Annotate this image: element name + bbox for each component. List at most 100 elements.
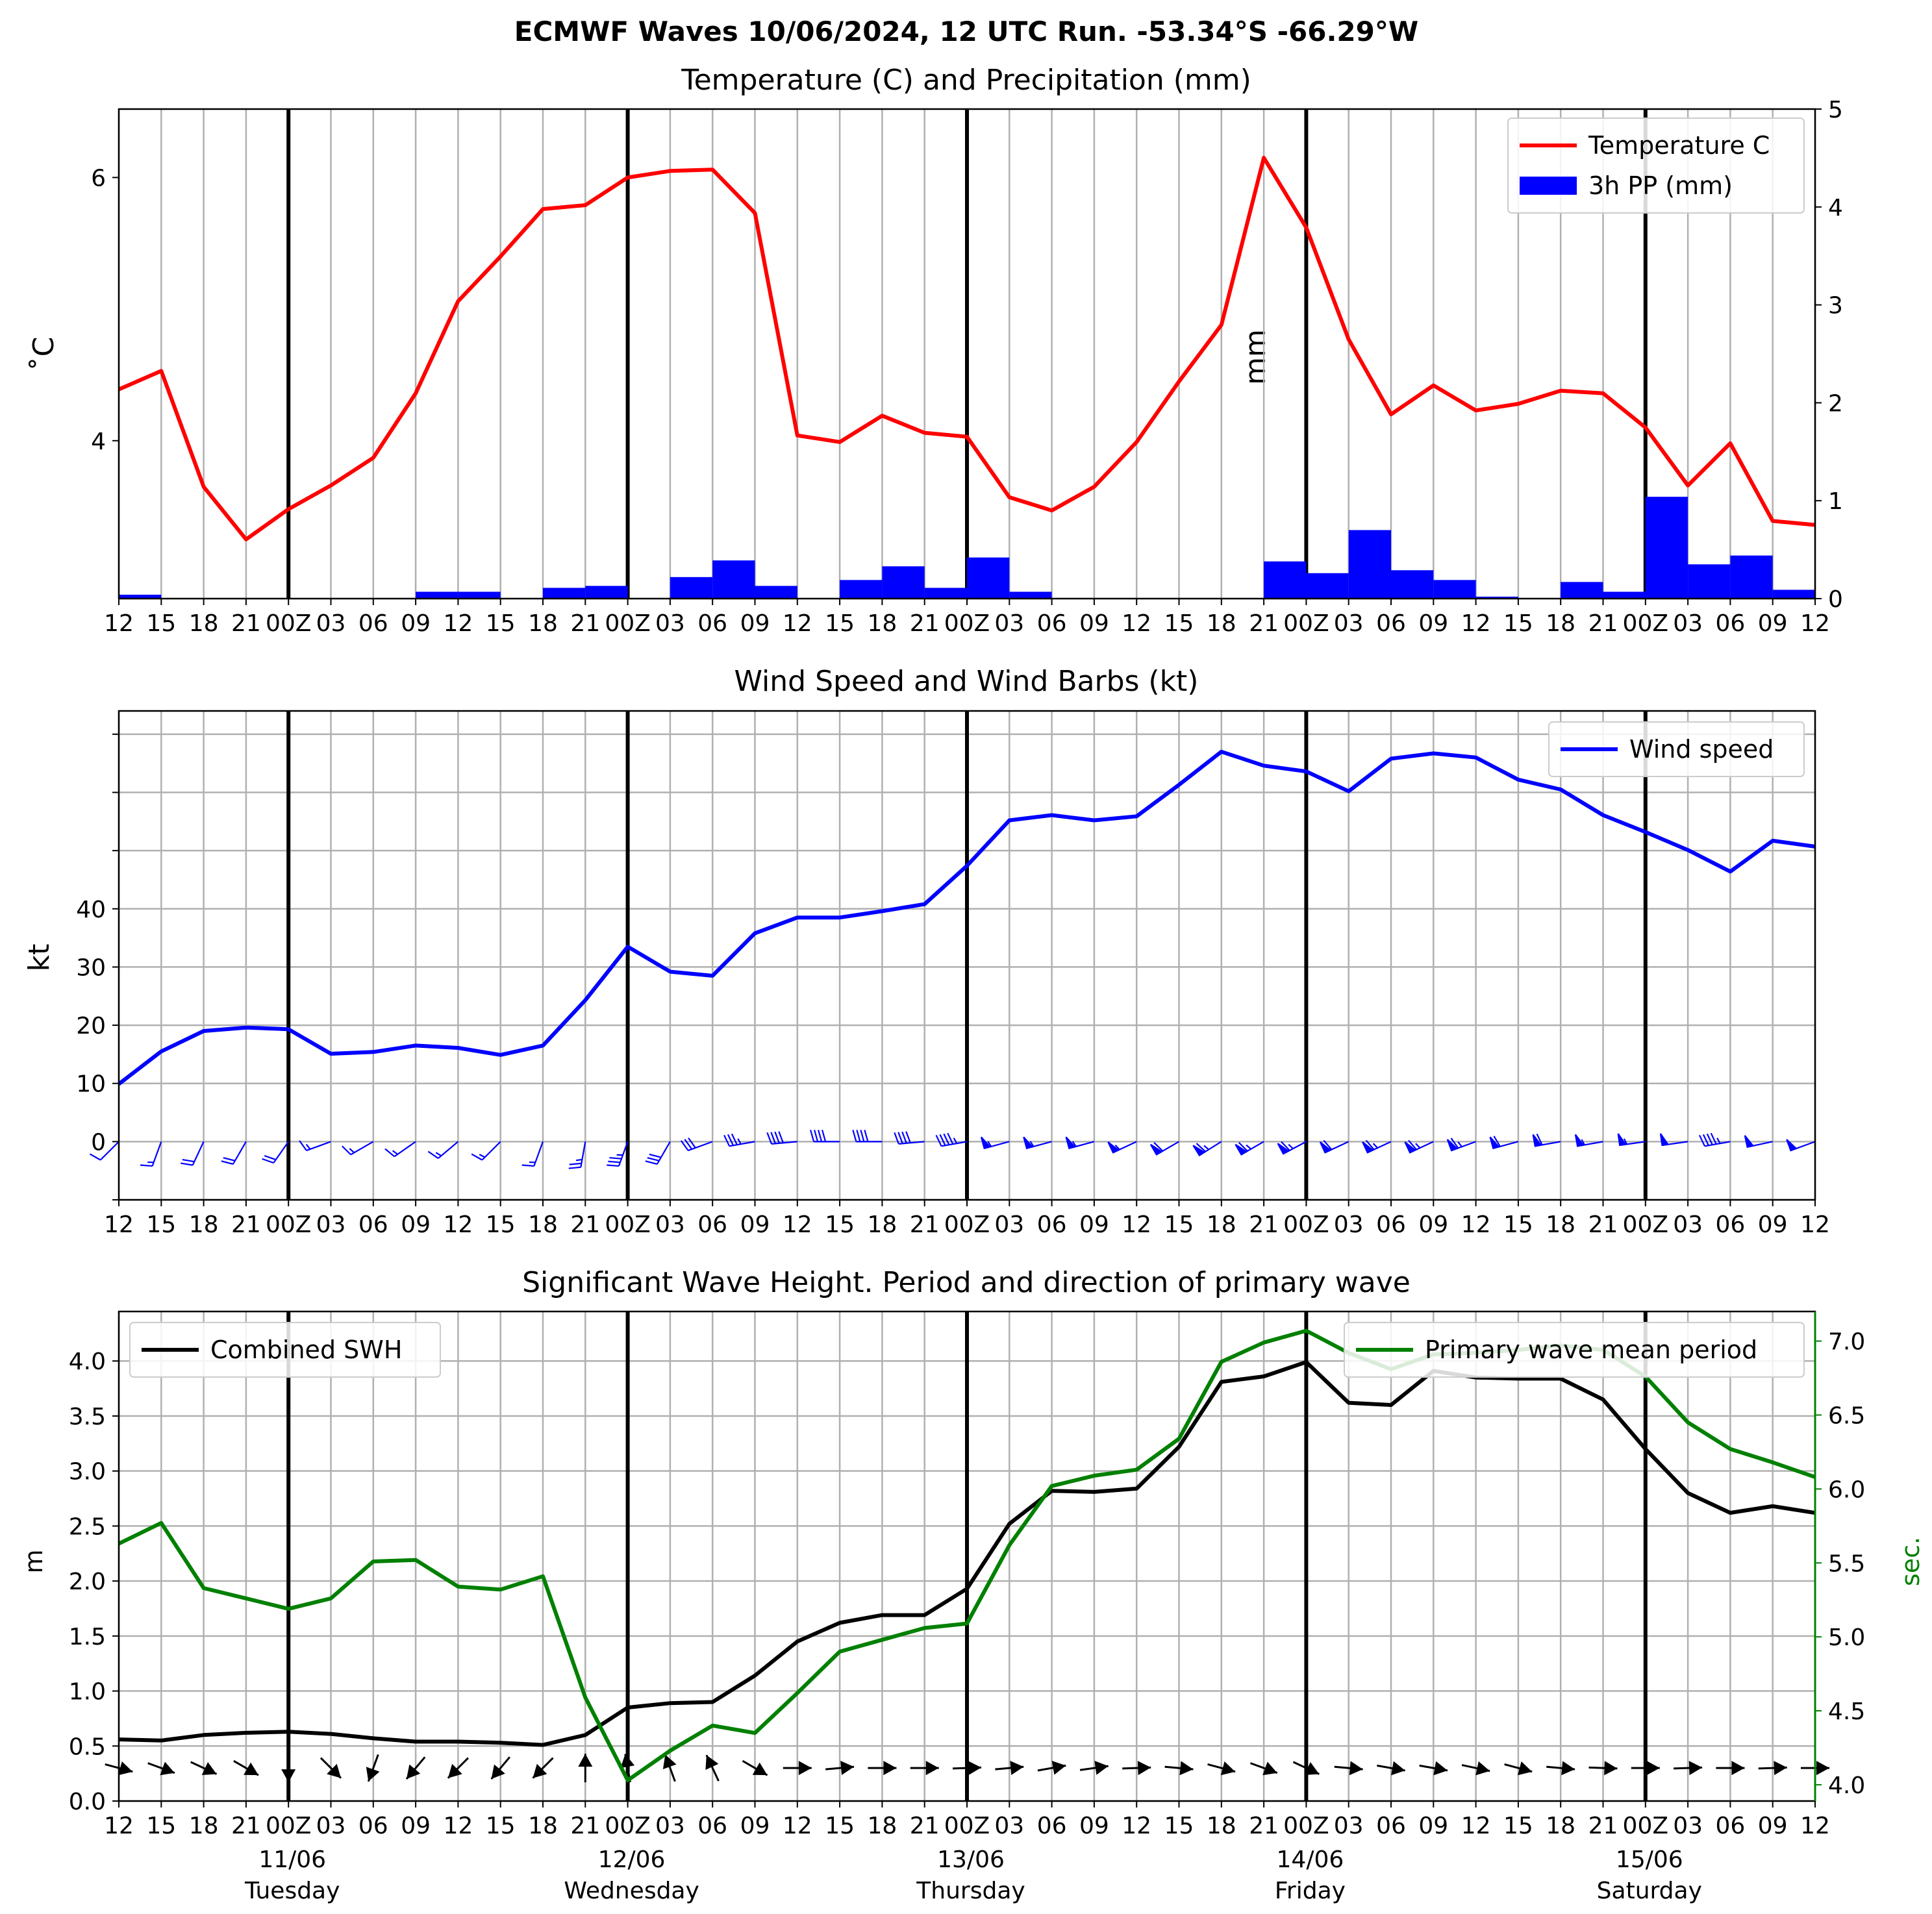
wind-barb-flag bbox=[1404, 1141, 1417, 1154]
x-tick-label: 06 bbox=[1037, 610, 1067, 637]
x-tick-label: 15 bbox=[1164, 610, 1194, 637]
wave-arrow-head bbox=[533, 1763, 547, 1778]
x-tick-label: 15 bbox=[146, 610, 176, 637]
panel1-legend-swatch bbox=[1520, 177, 1577, 195]
x-tick-label: 00Z bbox=[1623, 1813, 1668, 1839]
wave-arrow-head bbox=[281, 1769, 296, 1783]
precip-bar bbox=[1009, 591, 1052, 599]
panel1-ylabel: ˚C bbox=[27, 337, 60, 371]
wind-barb bbox=[1277, 1141, 1307, 1155]
wind-barb-full bbox=[645, 1160, 658, 1165]
y-tick-label: 30 bbox=[76, 954, 106, 981]
wave-direction-arrow bbox=[783, 1761, 812, 1776]
y2-tick-label: 6.5 bbox=[1828, 1402, 1865, 1429]
wave-direction-arrow bbox=[233, 1759, 259, 1776]
x-tick-label: 15 bbox=[486, 1813, 516, 1839]
wave-arrow-head bbox=[1561, 1761, 1575, 1776]
x-tick-label: 06 bbox=[697, 610, 727, 637]
y-tick-label: 0 bbox=[91, 1129, 106, 1156]
panel3-legend-left-box bbox=[129, 1322, 441, 1378]
wind-barb-full bbox=[688, 1137, 696, 1149]
wave-direction-arrow bbox=[1207, 1761, 1236, 1776]
y-tick-label: 20 bbox=[76, 1013, 106, 1039]
x-tick-label: 00Z bbox=[944, 610, 990, 637]
panel1-legend-box bbox=[1507, 118, 1805, 214]
x-tick-label: 00Z bbox=[944, 1813, 990, 1839]
wind-barb-full bbox=[568, 1166, 581, 1169]
wind-barb-full bbox=[770, 1132, 776, 1144]
y-tick-label: 4 bbox=[91, 429, 106, 455]
x-tick-label: 09 bbox=[401, 610, 431, 637]
wind-barb-half bbox=[987, 1141, 992, 1147]
wave-arrow-head bbox=[1220, 1761, 1236, 1776]
x-tick-label: 18 bbox=[528, 1813, 558, 1839]
wave-direction-arrow bbox=[320, 1757, 342, 1779]
y2-tick-label: 4.0 bbox=[1828, 1772, 1865, 1799]
wind-barb-full bbox=[1706, 1133, 1713, 1145]
panel2-title: Wind Speed and Wind Barbs (kt) bbox=[734, 665, 1199, 698]
wind-barb-full bbox=[939, 1134, 946, 1146]
x-tick-label: 00Z bbox=[1623, 1212, 1668, 1238]
wave-arrow-head bbox=[1262, 1761, 1277, 1776]
x-tick-label: 12 bbox=[443, 1212, 473, 1238]
y2-tick-label: 5 bbox=[1828, 97, 1843, 123]
panel2-legend-label: Wind speed bbox=[1629, 735, 1774, 764]
wind-barb-flag bbox=[1362, 1141, 1374, 1154]
y-tick-label: 3.5 bbox=[69, 1404, 106, 1430]
precip-bar bbox=[1475, 596, 1518, 599]
y-tick-label: 4.0 bbox=[69, 1348, 106, 1375]
y2-tick-label: 5.5 bbox=[1828, 1550, 1865, 1577]
wave-arrow-head bbox=[662, 1754, 677, 1770]
wave-arrow-head bbox=[1688, 1761, 1703, 1776]
x-tick-label: 00Z bbox=[1623, 610, 1668, 637]
x-tick-label: 03 bbox=[316, 1212, 346, 1238]
wind-barb-staff bbox=[306, 1141, 331, 1152]
panel3-legend-right-box bbox=[1344, 1322, 1805, 1378]
x-tick-label: 18 bbox=[1207, 610, 1236, 637]
x-tick-label: 15 bbox=[486, 1212, 516, 1238]
wind-barb-half bbox=[1415, 1143, 1421, 1149]
x-tick-label: 15 bbox=[1164, 1212, 1194, 1238]
x-tick-label: 21 bbox=[570, 610, 600, 637]
x-tick-label: 21 bbox=[910, 610, 940, 637]
wave-direction-arrow bbox=[447, 1757, 470, 1779]
wave-direction-arrow bbox=[1546, 1761, 1575, 1776]
day-weekday-label: Thursday bbox=[916, 1878, 1025, 1904]
x-tick-label: 12 bbox=[1122, 1813, 1151, 1839]
precip-bar bbox=[1730, 555, 1773, 599]
wave-direction-arrow bbox=[952, 1761, 982, 1776]
wind-barb-full bbox=[901, 1131, 907, 1144]
x-tick-label: 03 bbox=[316, 610, 346, 637]
wind-barb bbox=[521, 1141, 544, 1167]
x-tick-label: 12 bbox=[443, 610, 473, 637]
x-tick-label: 03 bbox=[994, 1813, 1024, 1839]
y-tick-label: 40 bbox=[76, 897, 106, 923]
x-tick-label: 12 bbox=[1800, 1813, 1830, 1839]
wave-direction-arrow bbox=[578, 1754, 593, 1783]
wave-arrow-head bbox=[1433, 1761, 1448, 1776]
x-tick-label: 15 bbox=[1503, 1813, 1533, 1839]
wind-speed-line bbox=[118, 749, 1816, 1086]
wave-direction-arrow bbox=[281, 1754, 296, 1783]
precip-bar bbox=[1645, 497, 1688, 599]
x-tick-label: 03 bbox=[316, 1813, 346, 1839]
wind-barb bbox=[1489, 1136, 1519, 1150]
wind-barb-staff bbox=[729, 1141, 755, 1147]
precip-bar bbox=[416, 591, 458, 599]
precip-bar bbox=[1603, 591, 1646, 599]
x-tick-label: 21 bbox=[910, 1813, 940, 1839]
wind-barb-full bbox=[649, 1153, 662, 1158]
x-tick-label: 18 bbox=[1207, 1212, 1236, 1238]
y2-tick-label: 5.0 bbox=[1828, 1624, 1865, 1651]
x-tick-label: 09 bbox=[1758, 1212, 1788, 1238]
x-tick-label: 00Z bbox=[944, 1212, 990, 1238]
wind-barb bbox=[894, 1131, 925, 1145]
wave-arrow-head bbox=[1010, 1761, 1024, 1775]
y2-tick-label: 7.0 bbox=[1828, 1329, 1865, 1356]
precip-bar bbox=[1433, 580, 1476, 599]
wave-arrow-head bbox=[578, 1754, 593, 1767]
x-tick-label: 06 bbox=[1037, 1212, 1067, 1238]
panel1-title: Temperature (C) and Precipitation (mm) bbox=[681, 64, 1251, 97]
wave-direction-arrow bbox=[1079, 1760, 1109, 1775]
